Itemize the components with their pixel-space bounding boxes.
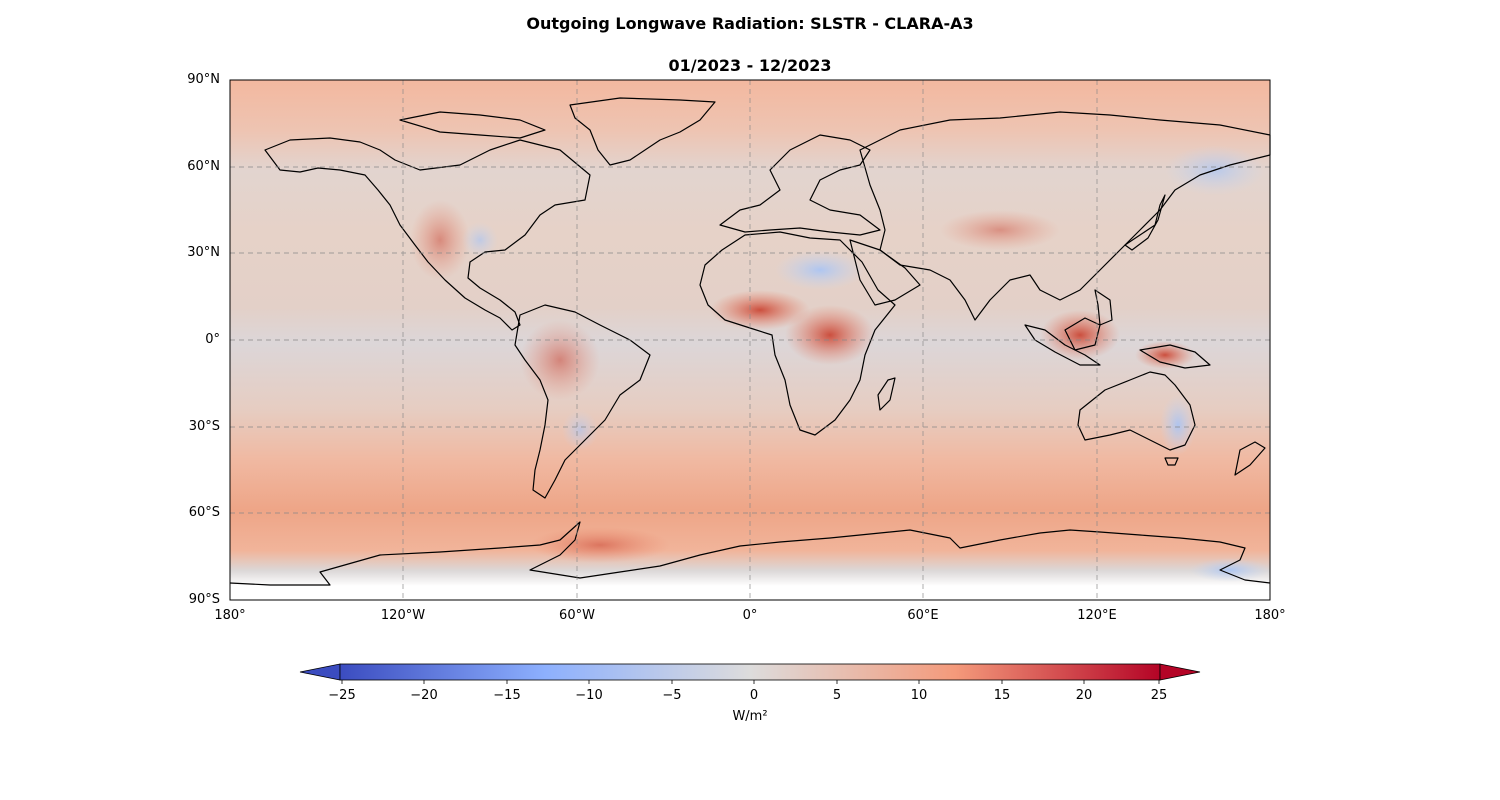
colorbar-tick-label: 20	[1075, 688, 1093, 703]
coast-indonesia	[1024, 324, 1101, 366]
lat-tick-label: 60°S	[188, 505, 220, 520]
coast-greenland	[569, 97, 716, 166]
coast-arabia	[849, 239, 921, 306]
coast-australia	[1077, 371, 1196, 451]
lat-tick-label: 90°N	[187, 72, 220, 87]
coast-new-zealand	[1234, 441, 1266, 476]
coast-madagascar	[877, 377, 896, 411]
lat-tick-label: 30°N	[187, 245, 220, 260]
colorbar-label: W/m²	[732, 709, 768, 724]
coast-antarctica	[229, 521, 1271, 586]
colorbar	[299, 663, 1201, 684]
lat-tick-label: 0°	[205, 332, 220, 347]
lon-tick-label: 0°	[742, 608, 758, 623]
lon-tick-label: 120°E	[1077, 608, 1117, 623]
colorbar-tick-label: −15	[493, 688, 521, 703]
map-frame	[229, 79, 1271, 601]
lon-tick-label: 180°	[1254, 608, 1286, 623]
colorbar-bar	[339, 663, 1161, 681]
coast-borneo	[1064, 317, 1101, 351]
coast-africa	[699, 231, 896, 436]
map-subtitle: 01/2023 - 12/2023	[668, 56, 832, 75]
lat-tick-label: 60°N	[187, 159, 220, 174]
coast-philippines	[1094, 289, 1113, 326]
colorbar-tick-label: −5	[662, 688, 682, 703]
colorbar-tick-label: −25	[328, 688, 356, 703]
coast-south-america	[514, 304, 651, 499]
lon-tick-label: 120°W	[380, 608, 426, 623]
coastlines	[229, 97, 1271, 586]
colorbar-extend-high	[1159, 663, 1201, 681]
colorbar-tick-label: −20	[410, 688, 438, 703]
lat-tick-label: 30°S	[188, 419, 220, 434]
coast-tasmania	[1164, 457, 1179, 466]
colorbar-tick-label: 25	[1150, 688, 1168, 703]
colorbar-tick-label: 0	[749, 688, 759, 703]
colorbar-extend-low	[299, 663, 341, 681]
coast-asia	[859, 111, 1271, 321]
coast-japan	[1124, 194, 1166, 251]
coast-arctic-islands	[399, 111, 546, 139]
coast-new-guinea	[1139, 344, 1211, 369]
coast-europe	[719, 134, 881, 236]
lon-tick-label: 60°W	[559, 608, 595, 623]
lon-tick-label: 180°	[214, 608, 246, 623]
map-title: Outgoing Longwave Radiation: SLSTR - CLA…	[526, 14, 974, 33]
coast-north-america	[264, 137, 591, 331]
colorbar-tick-label: 10	[910, 688, 928, 703]
colorbar-tick-label: 5	[832, 688, 842, 703]
lon-tick-label: 60°E	[907, 608, 939, 623]
colorbar-tick-label: −10	[575, 688, 603, 703]
lat-tick-label: 90°S	[188, 592, 220, 607]
colorbar-tick-label: 15	[993, 688, 1011, 703]
gridlines	[230, 80, 1270, 600]
